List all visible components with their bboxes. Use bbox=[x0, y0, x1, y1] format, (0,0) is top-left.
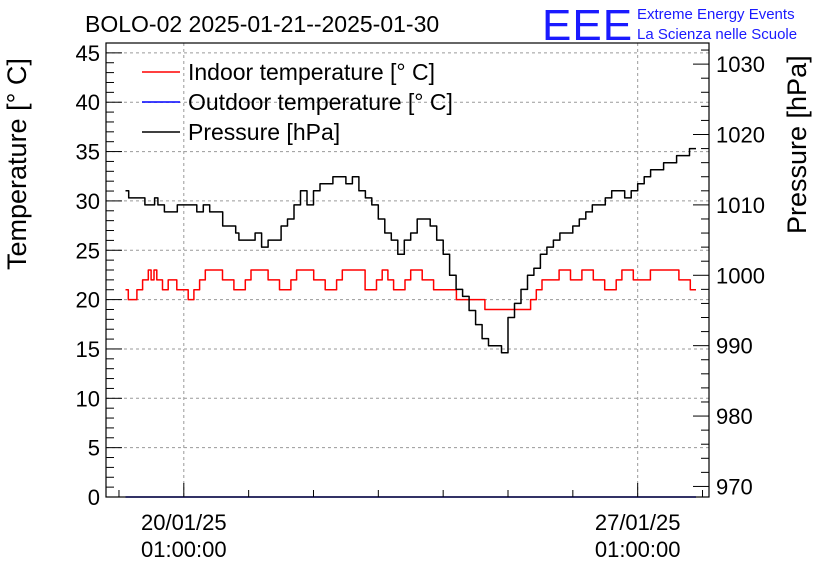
y-tick-label: 30 bbox=[76, 189, 100, 214]
y-tick-label: 45 bbox=[76, 41, 100, 66]
y2-tick-label: 980 bbox=[716, 404, 753, 429]
y-tick-label: 35 bbox=[76, 140, 100, 165]
y-tick-label: 40 bbox=[76, 90, 100, 115]
eee-logo-mark: EEE bbox=[542, 1, 633, 50]
eee-logo-line2: La Scienza nelle Scuole bbox=[637, 26, 797, 43]
y2-tick-label: 1030 bbox=[716, 52, 765, 77]
x-tick-label-date: 20/01/25 bbox=[141, 510, 227, 535]
y2-axis-title: Pressure [hPa] bbox=[782, 55, 812, 234]
y-tick-label: 10 bbox=[76, 386, 100, 411]
x-tick-label-date: 27/01/25 bbox=[595, 510, 681, 535]
eee-logo-line1: Extreme Energy Events bbox=[637, 6, 795, 23]
y-axis-title: Temperature [° C] bbox=[2, 58, 32, 270]
y-tick-label: 5 bbox=[88, 436, 100, 461]
legend: Indoor temperature [° C] Outdoor tempera… bbox=[142, 59, 453, 145]
right-axis: 970 980 990 1000 1010 1020 1030 bbox=[693, 49, 765, 499]
legend-label-indoor: Indoor temperature [° C] bbox=[188, 59, 435, 85]
y2-tick-label: 1020 bbox=[716, 123, 765, 148]
series-indoor-temperature bbox=[125, 269, 696, 311]
y-tick-label: 0 bbox=[88, 485, 100, 510]
y2-tick-label: 990 bbox=[716, 334, 753, 359]
y2-tick-label: 1010 bbox=[716, 193, 765, 218]
legend-label-outdoor: Outdoor temperature [° C] bbox=[188, 89, 453, 115]
y2-tick-label: 1000 bbox=[716, 263, 765, 288]
legend-label-pressure: Pressure [hPa] bbox=[188, 119, 340, 145]
grid bbox=[106, 43, 709, 497]
y2-tick-label: 970 bbox=[716, 474, 753, 499]
chart-title: BOLO-02 2025-01-21--2025-01-30 bbox=[85, 11, 439, 37]
left-axis: 0 5 10 15 20 25 30 35 40 45 bbox=[76, 41, 122, 510]
x-tick-label-time: 01:00:00 bbox=[595, 537, 681, 562]
y-tick-label: 15 bbox=[76, 337, 100, 362]
series-pressure bbox=[125, 147, 696, 354]
x-tick-label-time: 01:00:00 bbox=[141, 537, 227, 562]
y-tick-label: 25 bbox=[76, 238, 100, 263]
y-tick-label: 20 bbox=[76, 288, 100, 313]
eee-logo: EEE Extreme Energy Events La Scienza nel… bbox=[542, 1, 797, 50]
